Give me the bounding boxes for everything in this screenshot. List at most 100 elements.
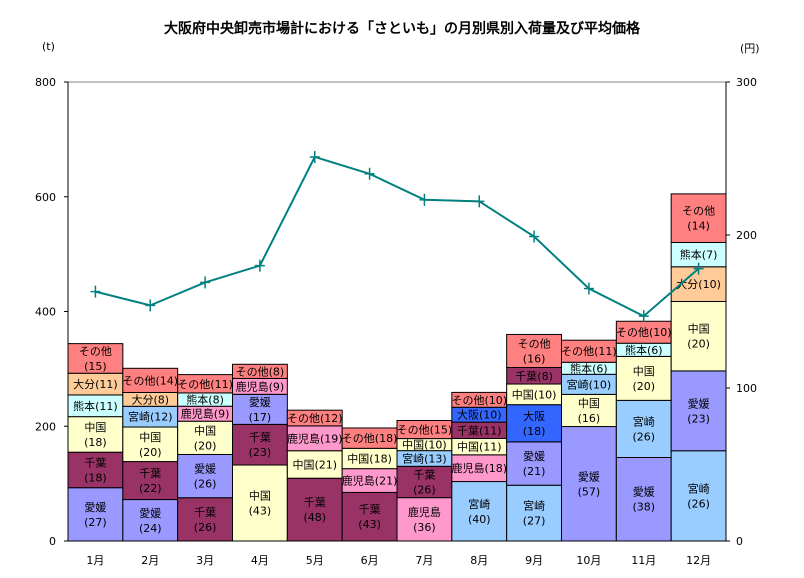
price-point-marker [145,299,156,312]
bar-segment [561,393,617,428]
bar-segment [341,491,398,542]
segment-label: (16) [523,352,546,365]
segment-label: 千葉 [304,495,326,509]
segment-label: 愛媛 [688,396,710,410]
segment-label: 宮崎 [523,499,545,513]
bar-segment [67,451,124,489]
segment-label: 千葉 [413,467,435,481]
segment-label: 大分(8) [131,392,169,406]
bar-segment [561,426,617,542]
price-line-group [90,150,704,323]
segment-label: 宮崎 [688,481,710,495]
right-tick-label: 100 [736,382,757,395]
segment-label: 千葉 [194,505,216,519]
segment-label: (26) [632,430,655,443]
bar-segment [232,393,288,425]
segment-label: 千葉(8) [515,369,553,383]
bar-segment [177,453,234,499]
bar-segment [670,370,727,452]
bar-segment [67,487,124,542]
axes-group: 0 200 400 600 800 0 100 200 300 1月 2月 3月 4月 5月 6月 7月 8月 9… [35,76,757,567]
price-point-marker [583,282,594,295]
bar-stack-5月: 千葉 (48) 中国(21) 鹿児島(19) その他(12) [286,409,343,542]
left-tick-label: 800 [35,76,56,89]
segment-label: その他(10) [616,326,672,339]
bar-segment [615,456,672,542]
segment-label: (40) [468,513,491,526]
price-point-marker [693,262,704,275]
segment-label: 愛媛 [84,500,106,514]
segment-label: 千葉 [359,502,381,516]
bar-stack-1月: 愛媛 (27) 千葉 (18) 中国 (18) 熊本(11) 大分(11) その他 (15) [67,343,124,542]
bar-stack-9月: 宮崎 (27) 愛媛 (21) 大阪 (18) 中国(10) 千葉(8) その他 (16) [506,333,562,542]
segment-label: (14) [687,220,710,233]
segment-label: (43) [358,518,381,531]
bar-stack-3月: 千葉 (26) 愛媛 (26) 中国 (20) 鹿児島(9)熊本(8) その他(11) [177,374,234,542]
left-tick-label: 400 [35,306,56,319]
segment-label: 千葉 [249,430,271,444]
segment-label: 中国 [84,421,106,434]
price-point-marker [474,195,485,208]
segment-label: その他(8) [236,365,285,378]
bar-segment [506,333,562,368]
bar-segment [506,404,562,443]
segment-label: (20) [139,446,162,459]
left-tick-label: 0 [49,535,56,548]
segment-label: 熊本(6) [570,361,608,375]
segment-label: 熊本(11) [73,399,118,413]
price-point-marker [90,285,101,298]
bar-segment [286,477,343,542]
price-point-marker [419,193,430,206]
left-axis-unit: (t) [42,40,55,53]
bar-segment [396,497,453,542]
left-tick-label: 200 [35,420,56,433]
x-tick-label: 8月 [470,554,488,567]
x-tick-label: 10月 [576,554,601,567]
segment-label: 千葉 [84,455,106,469]
segment-label: その他 [518,337,551,350]
segment-label: 愛媛 [249,395,271,409]
segment-label: (26) [194,521,217,534]
segment-label: (22) [139,482,162,495]
bar-stack-2月: 愛媛 (24) 千葉 (22) 中国 (20) 宮崎(12) 大分(8) その他(14) [122,367,179,542]
bar-stack-12月: 宮崎 (26) 愛媛 (23) 中国 (20) 大分(10) 熊本(7) その他 (14) [670,193,727,542]
segment-label: 大分(10) [676,277,721,291]
bar-segment [232,464,288,542]
x-tick-label: 4月 [251,554,269,567]
segment-label: その他 [682,205,715,218]
segment-label: (20) [632,380,655,393]
bar-stack-8月: 宮崎 (40) 鹿児島(18) 中国(11) 千葉(11)大阪(10)その他(10) [451,391,508,542]
segment-label: 熊本(8) [186,393,224,407]
segment-label: 中国 [633,365,655,378]
segment-label: その他(18) [342,432,398,445]
x-tick-label: 5月 [306,554,324,567]
segment-label: (18) [84,436,107,449]
segment-label: (43) [249,505,272,518]
bar-stack-7月: 鹿児島 (36) 千葉 (26) 宮崎(13)中国(10) その他(15) [396,420,453,542]
segment-label: 中国 [194,424,216,437]
segment-label: (18) [84,471,107,484]
x-tick-label: 1月 [86,554,104,567]
bar-segment [670,450,727,542]
bar-segment [451,481,508,542]
segment-label: 宮崎 [633,414,655,428]
segment-label: (48) [303,511,326,524]
bar-segment [615,399,672,458]
x-tick-label: 12月 [686,554,711,567]
segment-label: 中国(18) [347,452,392,465]
segment-label: その他(11) [177,378,233,391]
bar-segment [670,193,727,243]
bar-segment [615,355,672,401]
bar-segment [232,363,288,379]
segment-label: (26) [413,483,436,496]
segment-label: 大阪(10) [457,408,502,422]
right-tick-label: 200 [736,229,757,242]
price-point-marker [200,276,211,289]
segment-label: 鹿児島(19) [287,431,343,445]
bar-segment [506,484,562,542]
segment-label: 愛媛 [578,469,600,483]
segment-label: 中国 [688,323,710,336]
price-point-marker [529,230,540,243]
segment-label: その他(10) [451,394,507,407]
